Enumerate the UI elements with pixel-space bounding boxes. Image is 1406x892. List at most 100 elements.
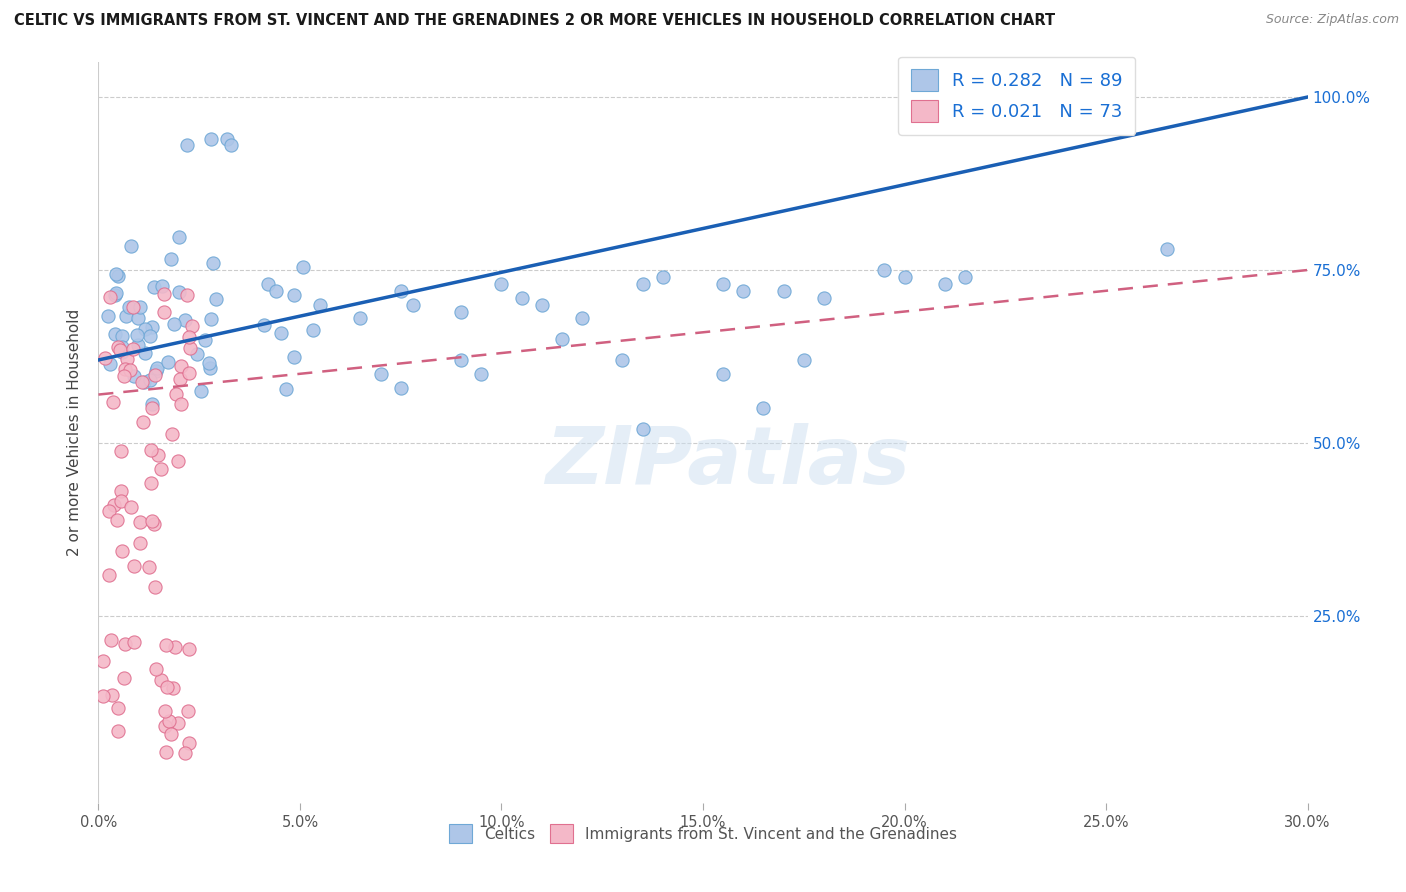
Point [631, 277, 654, 291]
Point [167, 230, 190, 244]
Point [200, 131, 222, 145]
Point [142, 517, 165, 532]
Point [169, 359, 191, 373]
Point [105, 513, 128, 527]
Point [132, 415, 155, 429]
Point [139, 476, 162, 491]
Point [105, 267, 128, 281]
Point [111, 329, 134, 343]
Point [813, 291, 835, 305]
Point [155, 638, 177, 652]
Point [118, 300, 141, 314]
Point [450, 304, 472, 318]
Point [114, 637, 136, 651]
Point [186, 347, 208, 361]
Point [160, 426, 183, 441]
Point [612, 353, 634, 368]
Point [177, 366, 200, 380]
Point [94, 351, 117, 366]
Point [145, 364, 167, 378]
Point [402, 297, 425, 311]
Point [179, 329, 201, 343]
Point [176, 138, 198, 153]
Point [177, 704, 200, 718]
Point [122, 635, 145, 649]
Point [98, 504, 121, 518]
Point [114, 368, 136, 383]
Point [152, 287, 174, 301]
Point [283, 350, 305, 364]
Point [491, 277, 513, 291]
Point [283, 288, 305, 302]
Point [122, 559, 145, 574]
Point [110, 483, 132, 498]
Point [104, 326, 127, 341]
Point [169, 372, 191, 386]
Point [120, 363, 142, 377]
Point [953, 269, 976, 284]
Point [121, 300, 143, 314]
Point [301, 323, 323, 337]
Point [711, 277, 734, 291]
Point [711, 367, 734, 381]
Point [349, 311, 371, 326]
Point [134, 322, 156, 336]
Point [167, 285, 190, 300]
Legend: Celtics, Immigrants from St. Vincent and the Grenadines: Celtics, Immigrants from St. Vincent and… [441, 817, 965, 851]
Y-axis label: 2 or more Vehicles in Household: 2 or more Vehicles in Household [67, 309, 83, 557]
Point [91, 690, 114, 704]
Point [205, 292, 228, 306]
Point [110, 494, 132, 508]
Point [309, 297, 332, 311]
Point [772, 284, 794, 298]
Point [107, 268, 129, 283]
Point [97, 568, 120, 582]
Point [149, 462, 172, 476]
Point [107, 724, 129, 739]
Point [163, 640, 186, 654]
Point [115, 309, 138, 323]
Point [122, 369, 145, 384]
Point [163, 318, 186, 332]
Point [179, 642, 201, 657]
Point [221, 138, 243, 153]
Text: CELTIC VS IMMIGRANTS FROM ST. VINCENT AND THE GRENADINES 2 OR MORE VEHICLES IN H: CELTIC VS IMMIGRANTS FROM ST. VINCENT AN… [14, 13, 1054, 29]
Point [139, 329, 162, 343]
Point [134, 346, 156, 360]
Point [530, 297, 553, 311]
Point [389, 284, 412, 298]
Point [142, 280, 165, 294]
Point [107, 701, 129, 715]
Point [651, 269, 673, 284]
Point [112, 672, 135, 686]
Point [179, 341, 201, 355]
Point [264, 284, 287, 298]
Point [160, 726, 183, 740]
Point [270, 326, 292, 341]
Point [162, 681, 184, 695]
Point [173, 746, 195, 760]
Point [179, 736, 201, 750]
Point [893, 269, 915, 284]
Point [104, 288, 127, 302]
Point [107, 340, 129, 354]
Point [101, 688, 124, 702]
Point [153, 719, 176, 733]
Point [551, 332, 574, 346]
Point [752, 401, 775, 416]
Point [873, 263, 896, 277]
Point [274, 383, 297, 397]
Point [127, 310, 149, 325]
Point [150, 673, 173, 687]
Point [176, 288, 198, 302]
Point [181, 318, 204, 333]
Point [153, 305, 176, 319]
Point [157, 714, 180, 729]
Point [139, 373, 162, 387]
Point [165, 387, 187, 401]
Point [450, 353, 472, 368]
Point [139, 442, 162, 457]
Point [470, 367, 492, 381]
Point [120, 239, 142, 253]
Point [141, 401, 163, 415]
